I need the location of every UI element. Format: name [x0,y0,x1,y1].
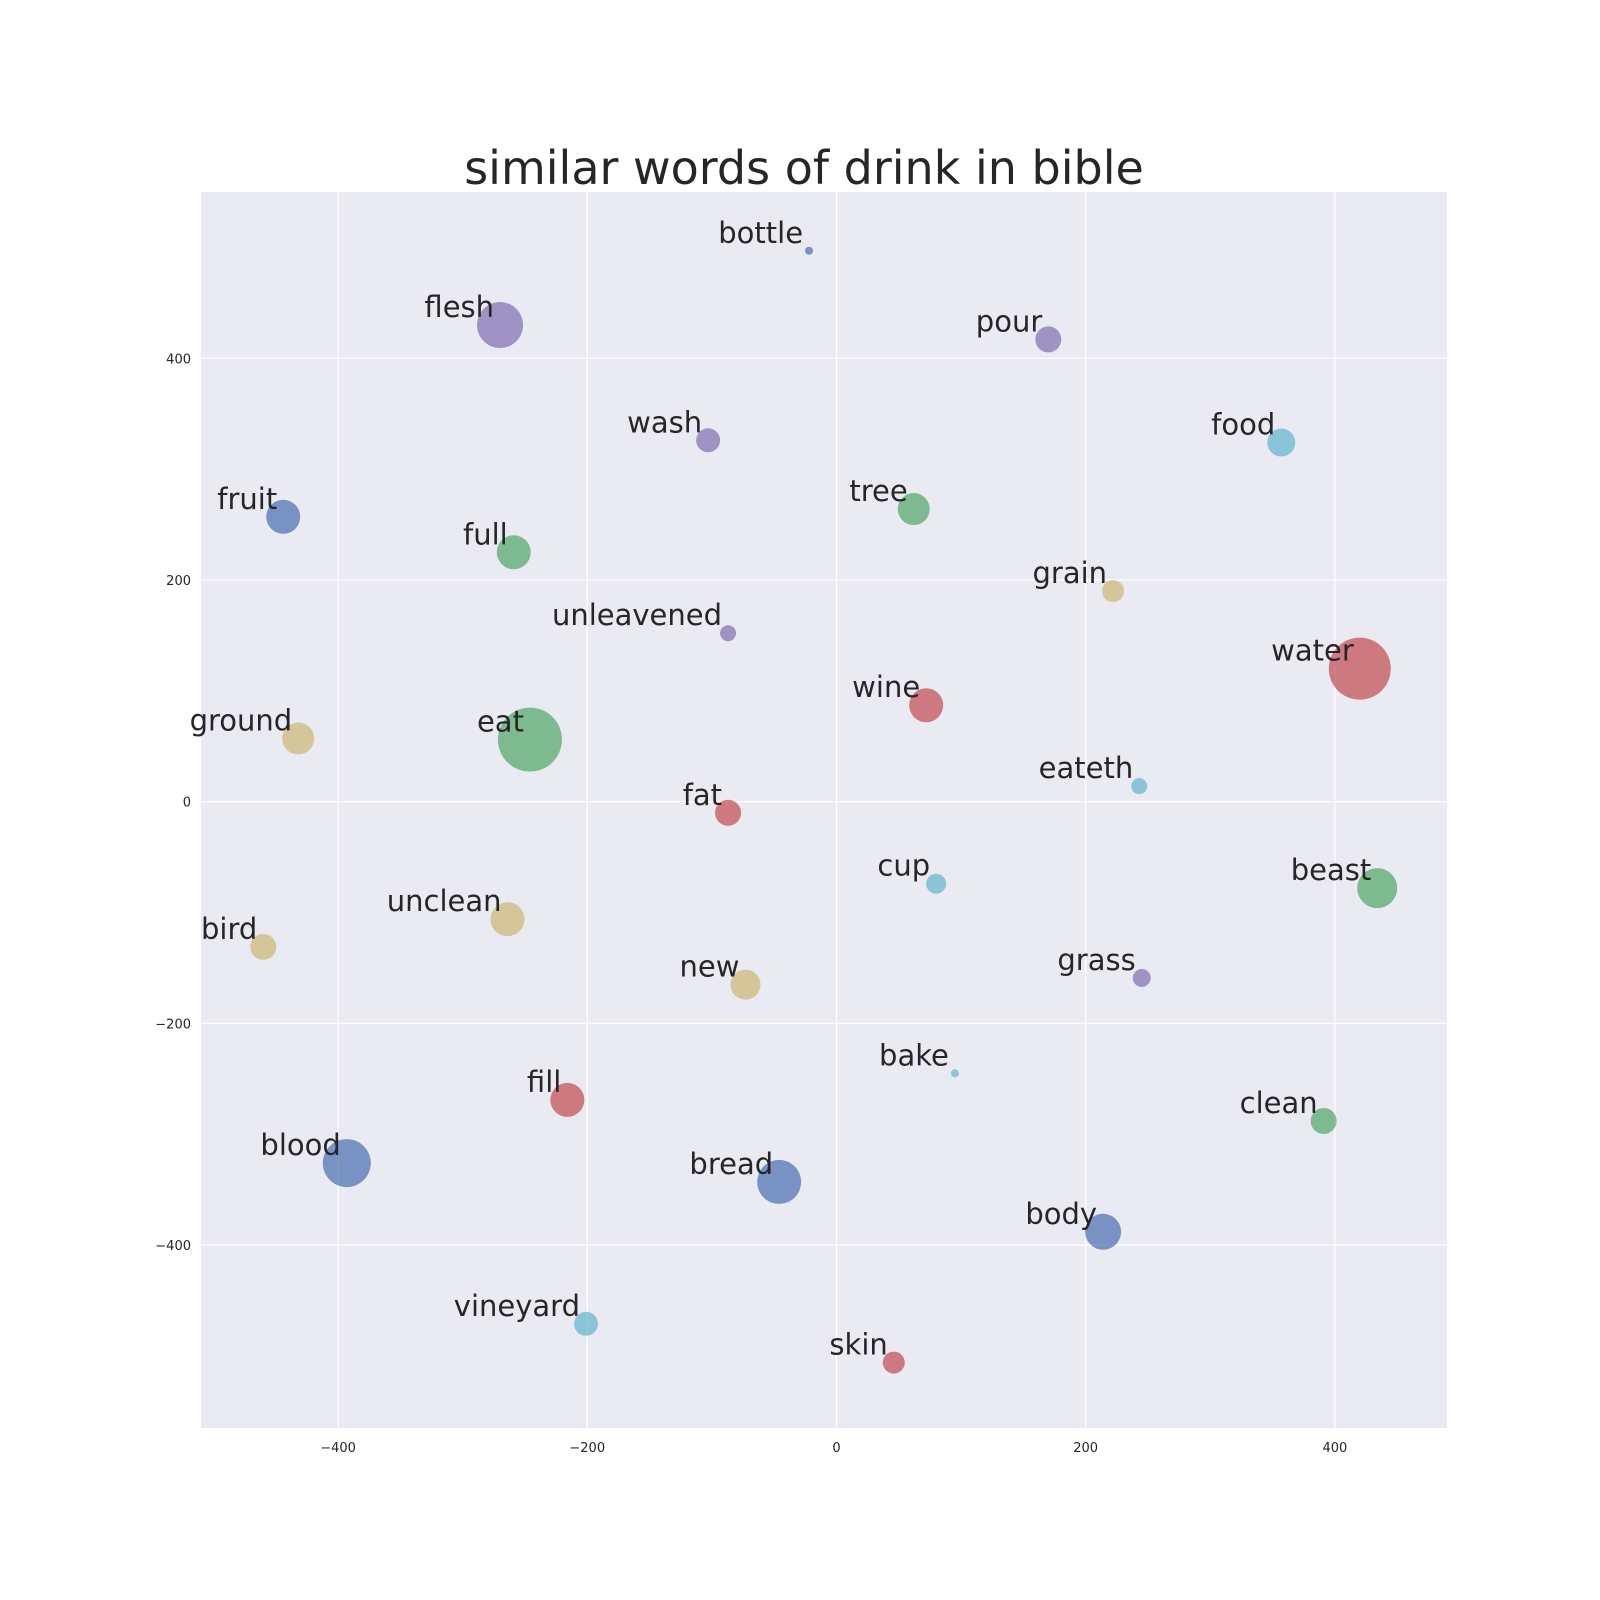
y-tick-label: −400 [155,1239,191,1254]
point-label-eat: eat [477,705,524,739]
point-label-bread: bread [689,1147,773,1181]
point-label-fat: fat [683,778,722,812]
point-label-cup: cup [877,849,930,883]
y-tick-label: 200 [166,574,191,589]
point-label-vineyard: vineyard [454,1289,580,1323]
x-tick-label: −200 [569,1441,605,1456]
point-label-bottle: bottle [718,216,803,250]
x-tick-label: −400 [320,1441,356,1456]
point-label-clean: clean [1240,1086,1318,1120]
x-tick-label: 400 [1322,1441,1347,1456]
point-unleavened [720,625,736,641]
x-axis-ticks: −400 −200 0 200 400 [320,1441,1347,1456]
point-eateth [1131,778,1147,794]
point-label-blood: blood [260,1128,340,1162]
point-label-grain: grain [1033,556,1108,590]
point-label-unclean: unclean [387,884,502,918]
point-label-unleavened: unleavened [552,598,722,632]
point-label-flesh: flesh [424,290,494,324]
chart-title: similar words of drink in bible [464,141,1144,195]
point-label-bake: bake [879,1038,949,1072]
plot-area [201,192,1447,1428]
point-label-body: body [1025,1197,1097,1231]
point-label-new: new [680,950,740,984]
y-tick-label: 400 [166,352,191,367]
point-label-pour: pour [976,304,1043,338]
y-tick-label: 0 [183,796,191,811]
point-label-bird: bird [201,912,257,946]
point-label-ground: ground [190,704,293,738]
y-axis-ticks: 400 200 0 −200 −400 [155,352,191,1254]
point-label-tree: tree [849,474,907,508]
point-bake [951,1069,959,1077]
point-label-full: full [463,517,508,551]
point-label-fill: fill [527,1065,561,1099]
point-label-beast: beast [1291,853,1372,887]
point-label-wine: wine [852,670,920,704]
x-tick-label: 200 [1073,1441,1098,1456]
point-bottle [805,247,813,255]
point-label-wash: wash [627,405,702,439]
y-tick-label: −200 [155,1017,191,1032]
point-label-grass: grass [1057,943,1135,977]
point-label-fruit: fruit [217,482,277,516]
point-label-water: water [1271,634,1354,668]
x-tick-label: 0 [832,1441,840,1456]
point-label-food: food [1211,408,1275,442]
point-label-eateth: eateth [1039,751,1134,785]
point-label-skin: skin [829,1328,887,1362]
